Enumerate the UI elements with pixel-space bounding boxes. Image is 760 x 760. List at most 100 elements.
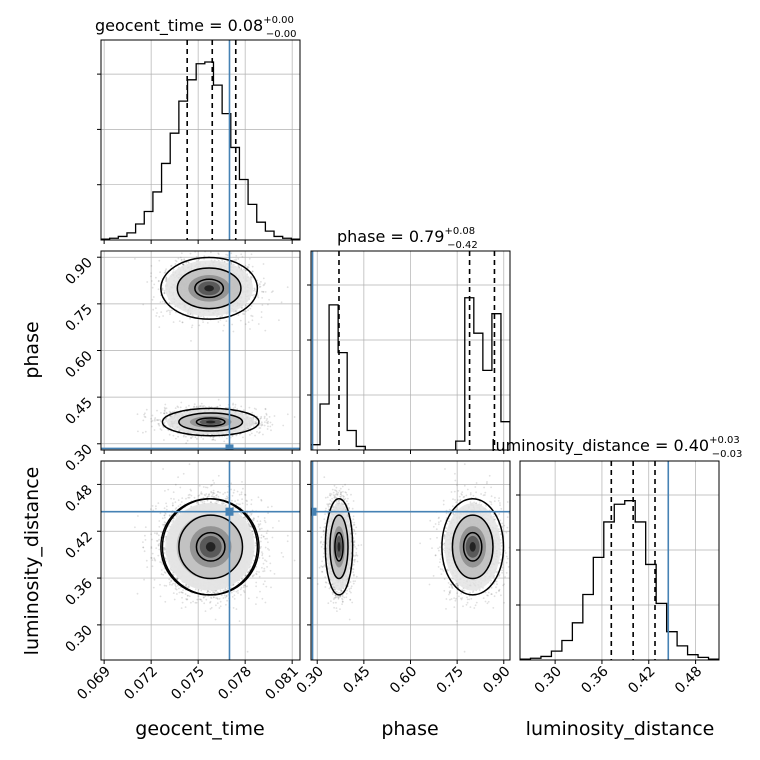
sample-point [269,425,272,428]
sample-point [251,319,254,322]
sample-point [214,243,216,245]
sample-point [163,291,166,294]
sample-point [193,403,196,406]
sample-point [158,423,160,425]
sample-point [258,528,261,531]
sample-point [164,269,167,272]
sample-point [254,422,257,424]
sample-point [161,300,164,303]
sample-point [265,412,268,415]
sample-point [159,595,162,598]
sample-point [250,276,253,279]
sample-point [260,424,263,427]
sample-point [183,259,186,262]
sample-point [245,310,247,313]
sample-point [264,282,266,285]
sample-point [168,433,171,436]
sample-point [150,265,153,267]
sample-point [166,412,168,415]
sample-point [253,287,256,290]
sample-point [242,436,244,439]
sample-point [241,307,244,309]
sample-point [157,288,160,291]
sample-point [153,283,156,286]
sample-point [143,413,146,416]
sample-point [250,314,253,317]
sample-point [156,312,158,314]
sample-point [267,303,269,306]
sample-point [242,487,244,490]
sample-point [210,251,212,254]
sample-point [261,304,264,306]
sample-point [152,586,155,589]
sample-point [234,406,237,408]
sample-point [248,406,251,409]
sample-point [212,436,215,439]
sample-point [191,436,194,438]
sample-point [187,261,190,264]
sample-point [247,309,250,312]
sample-point [163,421,166,424]
sample-point [151,298,154,301]
sample-point [256,431,258,433]
sample-point [235,311,238,313]
histogram-geocent_time [101,61,300,240]
sample-point [260,421,263,424]
sample-point [165,278,168,281]
sample-point [243,313,246,315]
sample-point [221,314,224,317]
sample-point [293,416,296,418]
sample-point [237,265,240,267]
sample-point [189,313,192,316]
sample-point [250,253,253,256]
sample-point [202,438,205,440]
sample-point [201,501,204,503]
sample-point [193,405,196,408]
sample-point [255,419,258,421]
sample-point [219,315,222,318]
contour-line [176,267,242,310]
sample-point [259,427,262,429]
sample-point [181,321,184,324]
sample-point [165,268,168,271]
sample-point [251,270,254,273]
sample-point [183,434,185,437]
sample-point [268,416,271,418]
density-geocent_time-luminosity_distance [101,461,300,660]
sample-point [168,301,171,304]
sample-point [235,608,238,610]
sample-point [216,406,219,408]
sample-point [250,499,253,501]
sample-point [260,311,263,313]
sample-point [222,329,225,332]
sample-point [197,315,200,318]
sample-point [181,321,184,324]
sample-point [163,292,166,295]
sample-point [239,319,242,322]
sample-point [259,431,261,433]
sample-point [165,411,168,414]
sample-point [159,419,161,421]
sample-point [258,524,261,526]
sample-point [245,304,248,307]
sample-point [170,309,173,312]
sample-point [165,420,168,422]
sample-point [157,554,160,557]
histogram-luminosity_distance [520,500,719,660]
sample-point [165,310,168,313]
sample-point [257,323,260,325]
sample-point [233,259,236,261]
sample-point [208,405,211,408]
sample-point [304,427,306,429]
sample-point [261,297,264,299]
sample-point [177,584,179,587]
sample-point [219,319,222,321]
sample-point [157,419,160,421]
panel-hist-geocent_time [100,39,301,241]
sample-point [174,259,177,262]
sample-point [160,311,163,313]
sample-point [164,271,167,274]
sample-point [262,291,264,293]
sample-point [257,296,260,299]
sample-point [217,252,220,255]
